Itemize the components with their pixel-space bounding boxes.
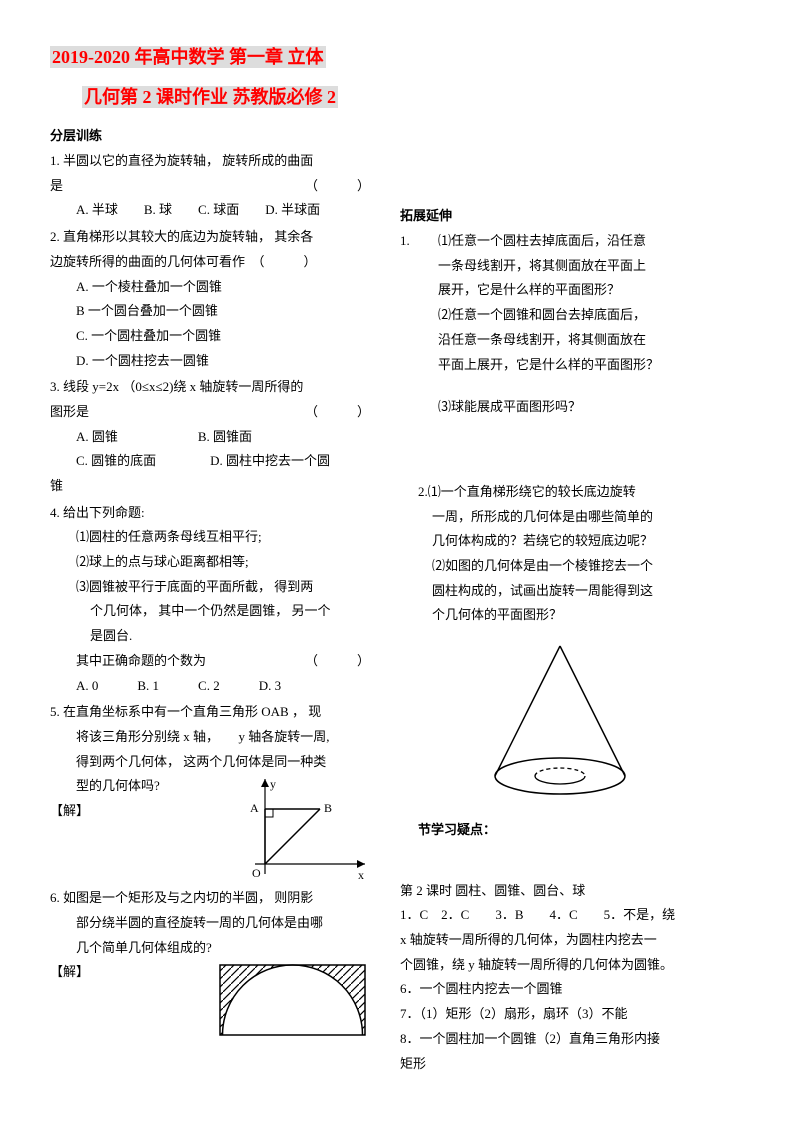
axis-y-label: y <box>270 777 276 791</box>
ext1-p2c: 平面上展开，它是什么样的平面图形？ <box>438 353 720 378</box>
q5-l2: 将该三角形分别绕 x 轴， y 轴各旋转一周, <box>50 725 370 750</box>
left-column: 分层训练 1. 半圆以它的直径为旋转轴， 旋转所成的曲面 是 （ ） A. 半球 … <box>50 124 370 1076</box>
q3-opt-a: A. 圆锥 <box>76 429 118 444</box>
q5-l1: 5. 在直角坐标系中有一个直角三角形 OAB ， 现 <box>50 700 370 725</box>
ans-l8: 矩形 <box>400 1052 720 1077</box>
q2-stem-2: 边旋转所得的曲面的几何体可看作 （ ） <box>50 250 370 275</box>
ext2-l4: ⑵如图的几何体是由一个棱锥挖去一个 <box>418 554 720 579</box>
answers-block: 第 2 课时 圆柱、圆锥、圆台、球 1．C 2．C 3．B 4．C 5．不是，绕… <box>400 879 720 1077</box>
ext2-l6: 个几何体的平面图形？ <box>418 603 720 628</box>
section-layer-training: 分层训练 <box>50 124 370 149</box>
triangle-axes-figure: y x A B O <box>220 774 370 884</box>
q4-stem: 4. 给出下列命题: <box>50 501 370 526</box>
q3-opt-c: C. 圆锥的底面 <box>76 453 156 468</box>
q2-opt-d: D. 一个圆柱挖去一圆锥 <box>50 349 370 374</box>
ext1-number: 1. <box>400 229 420 420</box>
title-block: 2019-2020 年高中数学 第一章 立体 几何第 2 课时作业 苏教版必修 … <box>50 40 750 114</box>
q1-stem-1: 1. 半圆以它的直径为旋转轴， 旋转所成的曲面 <box>50 149 370 174</box>
q3-blank: （ ） <box>305 400 370 425</box>
q4-item-3a: ⑶圆锥被平行于底面的平面所截， 得到两 <box>50 575 370 600</box>
question-2: 2. 直角梯形以其较大的底边为旋转轴， 其余各 边旋转所得的曲面的几何体可看作 … <box>50 225 370 373</box>
ext1-p3: ⑶球能展成平面图形吗？ <box>438 395 720 420</box>
extension-1: 1. ⑴任意一个圆柱去掉底面后，沿任意 一条母线割开，将其侧面放在平面上 展开，… <box>400 229 720 420</box>
title-line-1: 2019-2020 年高中数学 第一章 立体 <box>50 46 326 68</box>
ext1-p2a: ⑵任意一个圆锥和圆台去掉底面后， <box>438 303 720 328</box>
ext2-l1: 2.⑴一个直角梯形绕它的较长底边旋转 <box>418 480 720 505</box>
q3-tail: 锥 <box>50 474 370 499</box>
ext1-p1c: 展开，它是什么样的平面图形？ <box>438 278 720 303</box>
q6-l3: 几个简单几何体组成的? <box>50 936 370 961</box>
ext2-l5: 圆柱构成的，试画出旋转一周能得到这 <box>418 579 720 604</box>
title-line-2: 几何第 2 课时作业 苏教版必修 2 <box>82 86 338 108</box>
q4-item-1: ⑴圆柱的任意两条母线互相平行; <box>50 525 370 550</box>
ans-l3: x 轴旋转一周所得的几何体，为圆柱内挖去一 <box>400 928 720 953</box>
question-6: 6. 如图是一个矩形及与之内切的半圆， 则阴影 部分绕半圆的直径旋转一周的几何体… <box>50 886 370 1040</box>
section-extension: 拓展延伸 <box>400 204 720 229</box>
q3-opt-b: B. 圆锥面 <box>198 429 252 444</box>
q6-l1: 6. 如图是一个矩形及与之内切的半圆， 则阴影 <box>50 886 370 911</box>
ans-l2: 1．C 2．C 3．B 4．C 5．不是，绕 <box>400 903 720 928</box>
ext1-p2b: 沿任意一条母线割开，将其侧面放在 <box>438 328 720 353</box>
cone-ellipse-figure <box>470 636 650 806</box>
q2-opt-a: A. 一个棱柱叠加一个圆锥 <box>50 275 370 300</box>
q2-opt-c: C. 一个圆柱叠加一个圆锥 <box>50 324 370 349</box>
q4-options: A. 0 B. 1 C. 2 D. 3 <box>50 674 370 699</box>
q1-blank: （ ） <box>305 174 370 199</box>
hatched-rect-semicircle-figure <box>215 960 370 1040</box>
q2-opt-b: B 一个圆台叠加一个圆锥 <box>50 299 370 324</box>
q6-l2: 部分绕半圆的直径旋转一周的几何体是由哪 <box>50 911 370 936</box>
extension-2: 2.⑴一个直角梯形绕它的较长底边旋转 一周，所形成的几何体是由哪些简单的 几何体… <box>400 480 720 628</box>
q3-stem-1: 3. 线段 y=2x （0≤x≤2)绕 x 轴旋转一周所得的 <box>50 375 370 400</box>
q4-item-3c: 是圆台. <box>50 624 370 649</box>
q5-l3: 得到两个几何体， 这两个几何体是同一种类 <box>50 750 370 775</box>
q4-blank: （ ） <box>305 649 370 674</box>
q4-ask: 其中正确命题的个数为 <box>76 653 206 668</box>
question-1: 1. 半圆以它的直径为旋转轴， 旋转所成的曲面 是 （ ） A. 半球 B. 球 … <box>50 149 370 223</box>
section-study-keys: 节学习疑点： <box>400 818 720 843</box>
ext2-l2: 一周，所形成的几何体是由哪些简单的 <box>418 505 720 530</box>
point-b-label: B <box>324 801 332 815</box>
origin-label: O <box>252 866 261 880</box>
ans-l6: 7．（1）矩形（2）扇形，扇环（3）不能 <box>400 1002 720 1027</box>
q1-options: A. 半球 B. 球 C. 球面 D. 半球面 <box>50 198 370 223</box>
ans-l4: 个圆锥，绕 y 轴旋转一周所得的几何体为圆锥。 <box>400 953 720 978</box>
point-a-label: A <box>250 801 259 815</box>
q4-item-2: ⑵球上的点与球心距离都相等; <box>50 550 370 575</box>
ans-l7: 8．一个圆柱加一个圆锥（2）直角三角形内接 <box>400 1027 720 1052</box>
q2-stem-1: 2. 直角梯形以其较大的底边为旋转轴， 其余各 <box>50 225 370 250</box>
ext1-p1a: ⑴任意一个圆柱去掉底面后，沿任意 <box>438 229 720 254</box>
q4-item-3b: 个几何体， 其中一个仍然是圆锥， 另一个 <box>50 599 370 624</box>
right-column: 拓展延伸 1. ⑴任意一个圆柱去掉底面后，沿任意 一条母线割开，将其侧面放在平面… <box>400 124 720 1076</box>
ans-l1: 第 2 课时 圆柱、圆锥、圆台、球 <box>400 879 720 904</box>
question-5: 5. 在直角坐标系中有一个直角三角形 OAB ， 现 将该三角形分别绕 x 轴，… <box>50 700 370 884</box>
q3-opt-d: D. 圆柱中挖去一个圆 <box>210 453 330 468</box>
ext1-p1b: 一条母线割开，将其侧面放在平面上 <box>438 254 720 279</box>
ext2-l3: 几何体构成的？若绕它的较短底边呢？ <box>418 529 720 554</box>
axis-x-label: x <box>358 868 364 882</box>
q3-stem-2: 图形是 <box>50 404 89 419</box>
question-3: 3. 线段 y=2x （0≤x≤2)绕 x 轴旋转一周所得的 图形是 （ ） A.… <box>50 375 370 498</box>
ans-l5: 6．一个圆柱内挖去一个圆锥 <box>400 977 720 1002</box>
two-column-layout: 分层训练 1. 半圆以它的直径为旋转轴， 旋转所成的曲面 是 （ ） A. 半球 … <box>50 124 750 1076</box>
q1-stem-2: 是 <box>50 178 63 193</box>
question-4: 4. 给出下列命题: ⑴圆柱的任意两条母线互相平行; ⑵球上的点与球心距离都相等… <box>50 501 370 699</box>
